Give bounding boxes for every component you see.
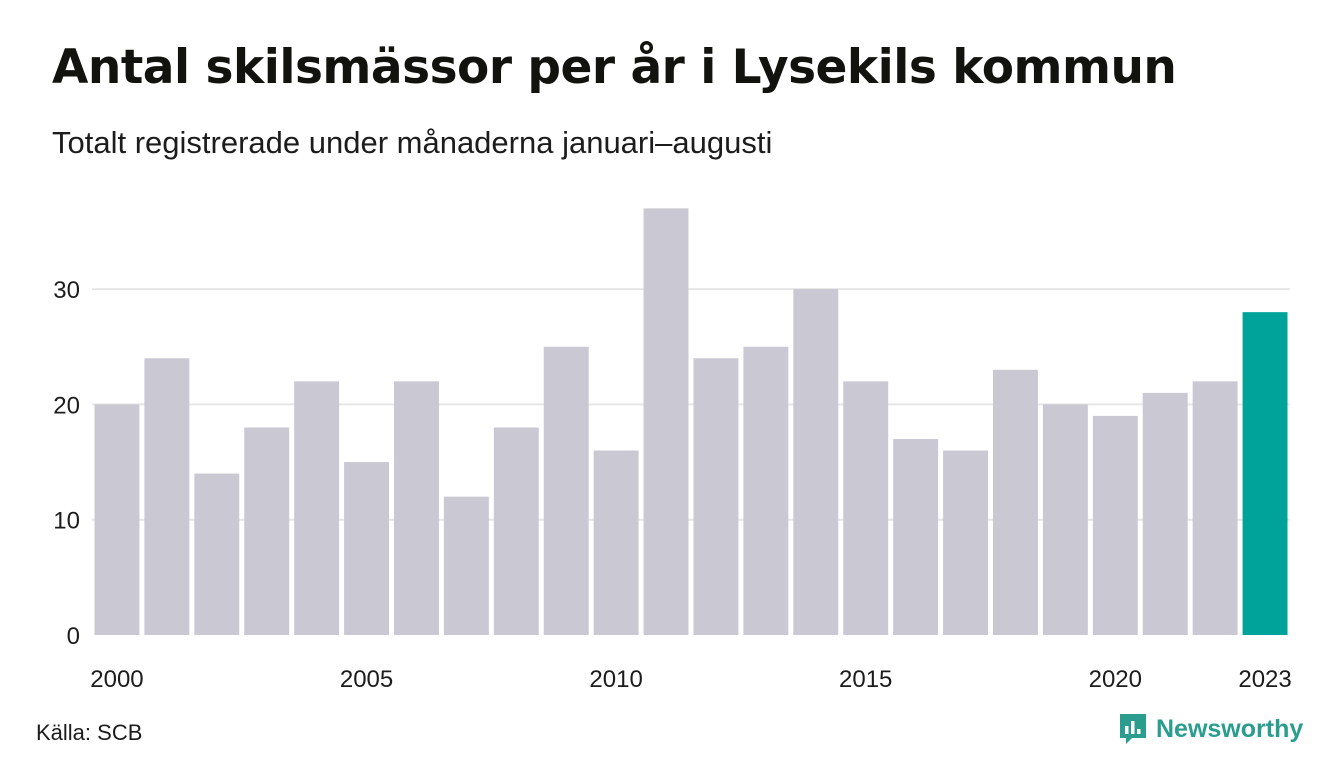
bar-2012 (693, 358, 739, 635)
bar-2004 (294, 381, 340, 635)
bar-2018 (993, 369, 1038, 635)
bar-2009 (543, 346, 589, 635)
bar-2020 (1092, 415, 1138, 635)
bar-2013 (743, 346, 789, 635)
chart-title: Antal skilsmässor per år i Lysekils komm… (52, 40, 1177, 95)
bar-2014 (793, 289, 839, 635)
bar-2023 (1242, 312, 1288, 635)
y-tick-label: 30 (53, 277, 80, 304)
bar-2007 (443, 496, 489, 635)
bar-2019 (1042, 404, 1088, 635)
bar-2010 (593, 450, 639, 635)
bar-2000 (94, 404, 140, 635)
bar-2016 (893, 438, 939, 635)
x-tick-label: 2010 (589, 666, 642, 693)
bar-2015 (843, 381, 889, 635)
chart-subtitle: Totalt registrerade under månaderna janu… (52, 125, 773, 160)
bar-2006 (394, 381, 439, 635)
brand-name: Newsworthy (1156, 714, 1304, 743)
bar-2011 (643, 208, 689, 635)
bar-2005 (344, 462, 389, 635)
x-tick-label: 2005 (340, 666, 393, 693)
bar-2017 (943, 450, 988, 635)
x-tick-label: 2023 (1238, 666, 1291, 693)
bar-2003 (244, 427, 290, 635)
y-tick-label: 20 (53, 392, 80, 419)
y-tick-label: 10 (53, 508, 80, 535)
bar-chart-speech-icon (1120, 714, 1146, 744)
y-tick-label: 0 (67, 623, 80, 650)
bar-2008 (493, 427, 539, 635)
x-tick-label: 2000 (90, 666, 143, 693)
source-note: Källa: SCB (36, 720, 143, 745)
bar-2001 (144, 358, 190, 635)
bar-2002 (194, 473, 240, 635)
bar-2021 (1142, 392, 1188, 635)
x-tick-label: 2015 (839, 666, 892, 693)
brand-logo: Newsworthy (1118, 712, 1303, 746)
x-tick-label: 2020 (1089, 666, 1142, 693)
bar-2022 (1192, 381, 1238, 635)
